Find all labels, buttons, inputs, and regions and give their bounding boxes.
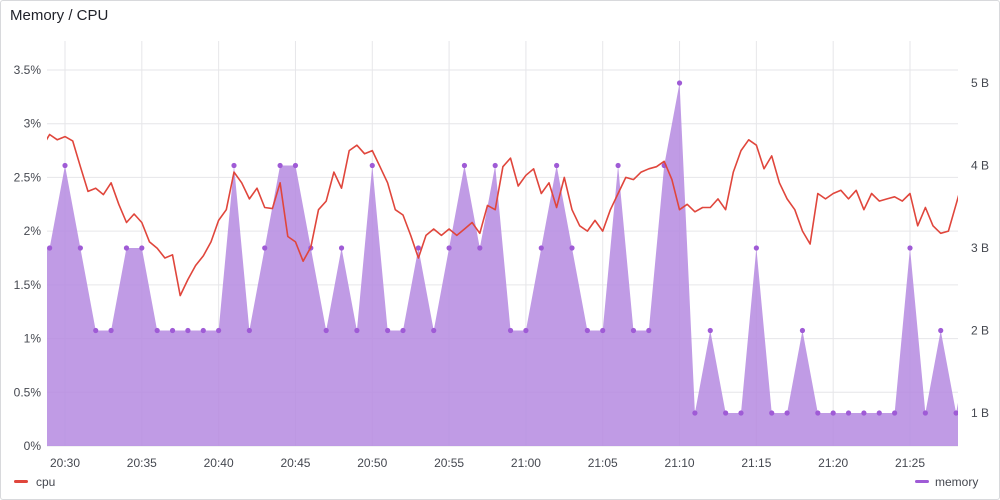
- memory-point: [62, 162, 68, 169]
- memory-point: [292, 162, 299, 169]
- memory-area: [47, 83, 958, 446]
- memory-point: [446, 245, 452, 251]
- memory-point: [200, 327, 206, 334]
- memory-point: [431, 327, 437, 334]
- y-right-tick-label: 4 B: [971, 159, 989, 173]
- memory-point: [277, 162, 283, 169]
- memory-point: [830, 410, 836, 416]
- memory-point: [892, 410, 898, 416]
- memory-point: [845, 410, 852, 416]
- memory-point: [139, 245, 145, 251]
- memory-point: [93, 327, 99, 334]
- y-right-tick-label: 3 B: [971, 241, 989, 255]
- memory-point: [876, 410, 882, 416]
- y-left-tick-label: 2%: [24, 224, 42, 238]
- memory-point: [415, 245, 421, 251]
- panel-title: Memory / CPU: [10, 7, 109, 24]
- x-tick-label: 20:40: [204, 456, 234, 470]
- x-tick-label: 21:00: [511, 456, 541, 470]
- memory-point: [262, 245, 268, 251]
- memory-point: [323, 327, 329, 334]
- memory-point: [461, 162, 468, 169]
- x-tick-label: 21:10: [665, 456, 695, 470]
- memory-point: [77, 245, 83, 251]
- y-right-tick-label: 2 B: [971, 324, 989, 338]
- memory-point: [477, 245, 483, 251]
- memory-point: [922, 410, 928, 416]
- memory-point: [799, 327, 806, 334]
- memory-point: [523, 327, 529, 334]
- y-left-tick-label: 3.5%: [14, 63, 42, 77]
- y-left-tick-label: 2.5%: [14, 170, 42, 184]
- x-tick-label: 21:05: [588, 456, 618, 470]
- memory-point: [784, 410, 790, 416]
- memory-point: [246, 327, 252, 334]
- x-tick-label: 21:20: [818, 456, 848, 470]
- memory-point: [861, 410, 867, 416]
- memory-point: [385, 327, 391, 334]
- memory-point: [615, 162, 621, 169]
- legend-memory-label: memory: [935, 475, 978, 489]
- x-tick-label: 20:50: [357, 456, 387, 470]
- y-left-tick-label: 1.5%: [14, 278, 42, 292]
- y-left-tick-label: 3%: [24, 117, 42, 131]
- memory-point: [169, 327, 176, 334]
- legend-memory-swatch: [915, 480, 929, 483]
- memory-point: [538, 245, 544, 251]
- legend-cpu-swatch: [14, 480, 28, 483]
- memory-point: [815, 410, 821, 416]
- memory-point: [707, 327, 713, 334]
- x-tick-label: 20:30: [50, 456, 80, 470]
- y-left-tick-label: 1%: [24, 332, 42, 346]
- memory-point: [738, 410, 744, 416]
- memory-point: [108, 327, 114, 334]
- x-tick-label: 20:35: [127, 456, 157, 470]
- memory-point: [907, 245, 913, 251]
- y-left-tick-label: 0%: [24, 439, 42, 453]
- x-tick-label: 21:15: [741, 456, 771, 470]
- memory-point: [938, 327, 944, 334]
- memory-point: [123, 245, 130, 251]
- memory-point: [231, 162, 237, 169]
- memory-point: [692, 410, 698, 416]
- memory-point: [216, 327, 222, 334]
- memory-point: [630, 327, 637, 334]
- x-tick-label: 21:25: [895, 456, 925, 470]
- memory-point: [154, 327, 160, 334]
- memory-point: [584, 327, 590, 334]
- memory-point: [185, 327, 191, 334]
- memory-point: [646, 327, 652, 334]
- memory-point: [400, 327, 406, 334]
- memory-point: [354, 327, 360, 334]
- memory-point: [569, 245, 575, 251]
- x-tick-label: 20:45: [280, 456, 310, 470]
- cpu-line: [47, 133, 958, 297]
- memory-point: [600, 327, 606, 334]
- memory-point: [554, 162, 560, 169]
- memory-point: [369, 162, 375, 169]
- memory-point: [47, 245, 53, 251]
- y-right-tick-label: 5 B: [971, 76, 989, 90]
- memory-point: [507, 327, 514, 334]
- memory-point: [723, 410, 729, 416]
- x-tick-label: 20:55: [434, 456, 464, 470]
- legend-cpu-label: cpu: [36, 475, 55, 489]
- memory-point: [753, 245, 759, 251]
- memory-point: [676, 80, 683, 86]
- memory-point: [338, 245, 345, 251]
- memory-point: [769, 410, 775, 416]
- memory-point: [492, 162, 498, 169]
- memory-point: [953, 410, 958, 416]
- y-right-tick-label: 1 B: [971, 406, 989, 420]
- y-left-tick-label: 0.5%: [14, 385, 42, 399]
